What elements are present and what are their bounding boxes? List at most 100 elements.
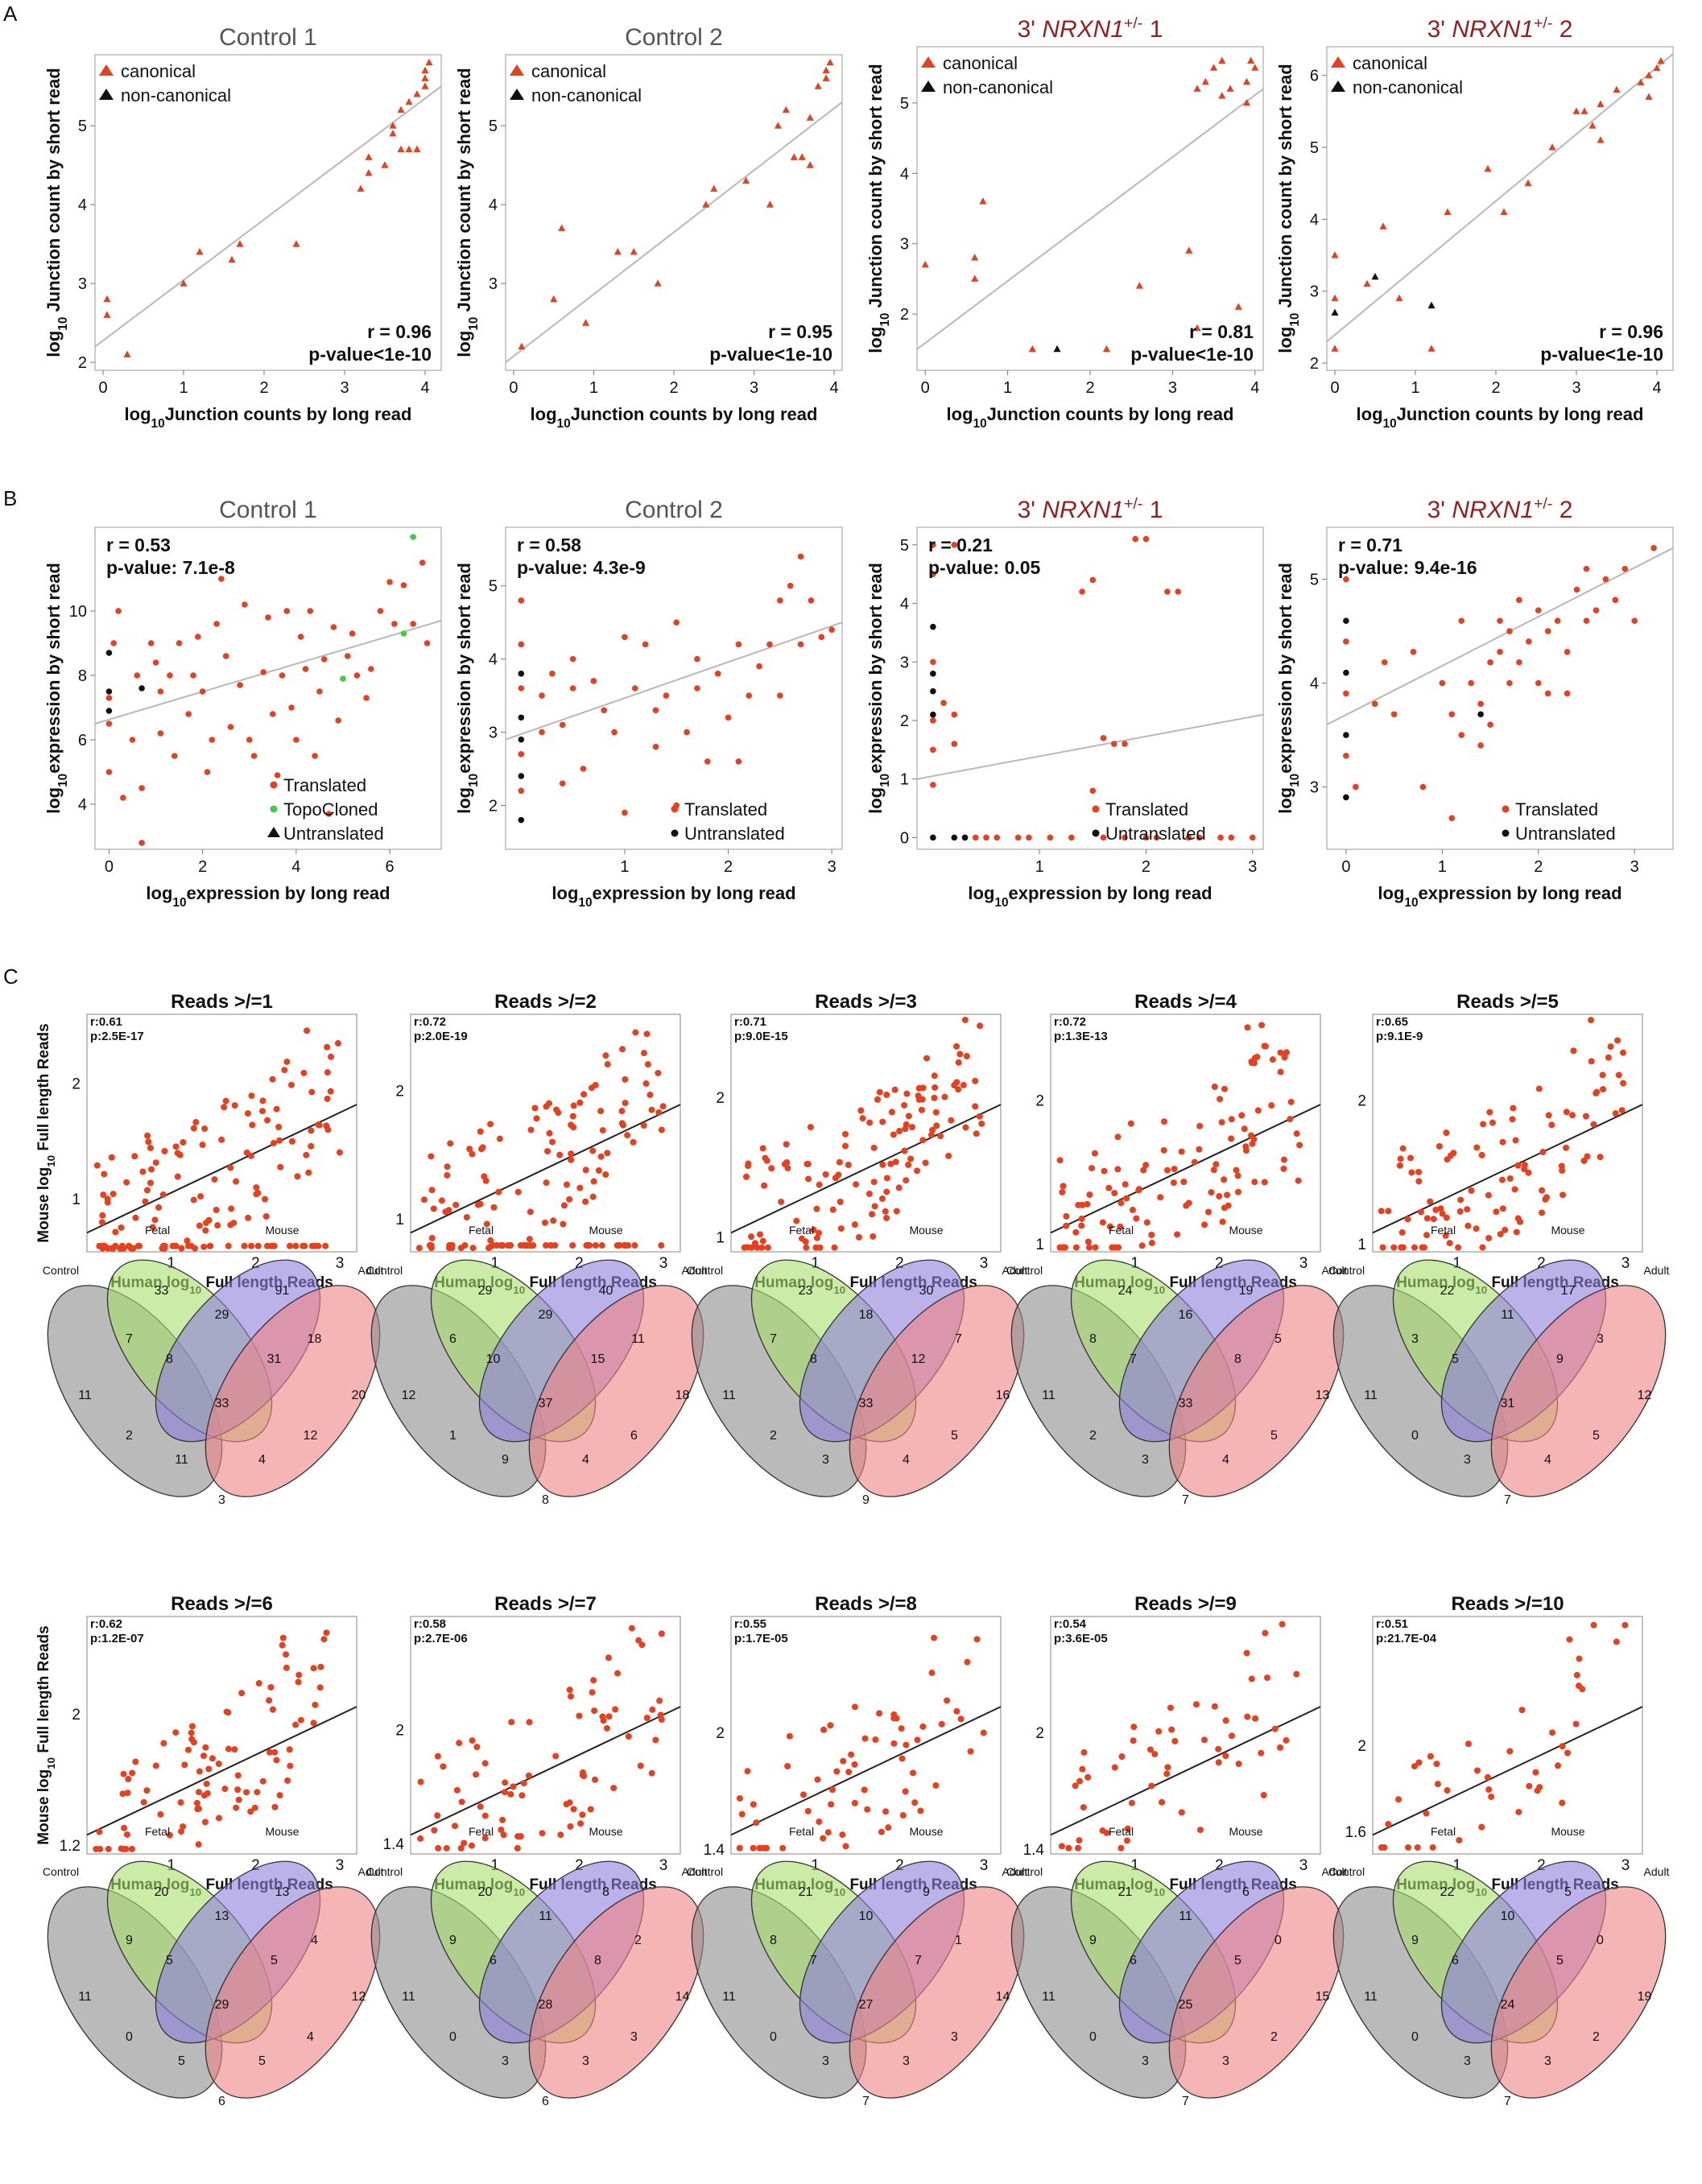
- data-point: [123, 1831, 130, 1838]
- data-point-Translated: [951, 741, 958, 747]
- fit-line: [1372, 1706, 1643, 1836]
- venn-count: 11: [1042, 1990, 1055, 2004]
- data-point-canonical: [1524, 179, 1532, 187]
- venn-count: 3: [1464, 2054, 1471, 2068]
- venn-count: 2: [1089, 1429, 1097, 1443]
- data-point: [1129, 1207, 1136, 1214]
- data-point: [1390, 1244, 1398, 1251]
- x-tick-label: 3: [750, 379, 758, 397]
- venn-count: 11: [722, 1389, 736, 1402]
- data-point-Translated: [105, 769, 113, 775]
- data-point: [1254, 1107, 1262, 1114]
- data-point-Translated: [631, 685, 638, 692]
- y-tick-label: 4: [900, 596, 909, 613]
- data-point: [244, 1110, 251, 1117]
- data-point: [604, 1061, 611, 1068]
- data-point-canonical: [1135, 282, 1143, 289]
- stat-r: r = 0.58: [517, 535, 581, 555]
- data-point: [143, 1787, 151, 1794]
- data-point: [903, 1090, 911, 1097]
- data-point: [1502, 1226, 1509, 1233]
- data-point-canonical: [413, 145, 421, 153]
- data-point: [130, 1245, 137, 1252]
- data-point-Translated: [994, 834, 1001, 841]
- venn-count: 8: [1234, 1352, 1241, 1366]
- y-tick-label: 2: [72, 1707, 81, 1724]
- y-tick-label: 2: [78, 354, 87, 372]
- data-point: [752, 1240, 759, 1247]
- stat-r: r:0.54: [1054, 1617, 1087, 1631]
- data-point: [1473, 1144, 1481, 1151]
- data-point: [630, 1138, 637, 1146]
- data-point: [1573, 1671, 1580, 1678]
- data-point: [1224, 1191, 1231, 1199]
- data-point-canonical: [1218, 92, 1226, 99]
- data-point-canonical: [1331, 294, 1339, 302]
- data-point: [1242, 1143, 1250, 1150]
- venn-count: 14: [996, 1990, 1010, 2004]
- data-point: [517, 1242, 524, 1249]
- data-point-Translated: [1458, 732, 1465, 738]
- x-tick-label: 1: [620, 858, 629, 876]
- data-point-canonical: [1572, 107, 1580, 114]
- legend-label: TopoCloned: [283, 799, 378, 820]
- data-point: [1385, 1208, 1392, 1215]
- data-point: [919, 1084, 927, 1092]
- data-point-Translated: [663, 692, 670, 699]
- data-point-Translated: [1089, 787, 1097, 795]
- plot-frame: [916, 46, 1264, 371]
- data-point-canonical: [1588, 122, 1597, 129]
- data-point: [1264, 1674, 1271, 1682]
- data-point: [837, 1225, 845, 1232]
- data-point: [590, 1677, 597, 1684]
- venn-count: 18: [308, 1332, 322, 1346]
- data-point: [599, 1713, 606, 1720]
- data-point: [267, 1683, 275, 1691]
- data-point: [227, 1221, 234, 1228]
- data-point-canonical: [806, 114, 814, 121]
- data-point: [552, 1753, 560, 1760]
- x-tick-label: 1: [1003, 379, 1012, 397]
- fit-line: [505, 101, 843, 363]
- data-point: [496, 1135, 503, 1142]
- data-point: [1555, 1762, 1562, 1769]
- data-point: [631, 1242, 638, 1249]
- data-point: [262, 1195, 269, 1203]
- venn-count: 5: [1274, 1332, 1282, 1346]
- data-point-Translated: [279, 672, 286, 679]
- data-point: [1076, 1837, 1083, 1844]
- venn-count: 7: [1504, 2095, 1511, 2108]
- legend-label: Translated: [283, 775, 366, 795]
- venn-count: 4: [1222, 1453, 1229, 1467]
- data-point: [1215, 1745, 1222, 1753]
- data-point: [1277, 1068, 1284, 1075]
- data-point: [93, 1845, 100, 1852]
- data-point: [1443, 1129, 1450, 1137]
- venn-count: 10: [486, 1352, 501, 1366]
- data-point: [473, 1744, 481, 1751]
- data-point: [1511, 1186, 1518, 1193]
- data-point: [159, 1191, 167, 1199]
- data-point-canonical: [1185, 246, 1193, 254]
- data-point: [1559, 1743, 1566, 1750]
- data-point: [1075, 1201, 1082, 1208]
- chart-title: 3' NRXN1+/- 1: [1018, 14, 1163, 43]
- data-point: [225, 1242, 232, 1249]
- data-point: [1192, 1701, 1200, 1708]
- data-point: [1215, 1759, 1222, 1766]
- data-point: [872, 1736, 879, 1744]
- data-point-Translated: [335, 717, 341, 724]
- data-point: [1443, 1214, 1450, 1221]
- data-point-Translated: [1343, 690, 1349, 697]
- data-point: [566, 1799, 573, 1806]
- x-tick-label: 3: [980, 1857, 989, 1874]
- data-point: [813, 1205, 820, 1212]
- data-point: [929, 1126, 936, 1133]
- data-point: [866, 1119, 874, 1126]
- data-point: [1612, 1110, 1619, 1117]
- data-point: [1433, 1761, 1440, 1768]
- data-point: [1464, 1206, 1471, 1213]
- venn-label-fetal: Fetal: [145, 1825, 170, 1838]
- data-point-Translated: [400, 582, 407, 588]
